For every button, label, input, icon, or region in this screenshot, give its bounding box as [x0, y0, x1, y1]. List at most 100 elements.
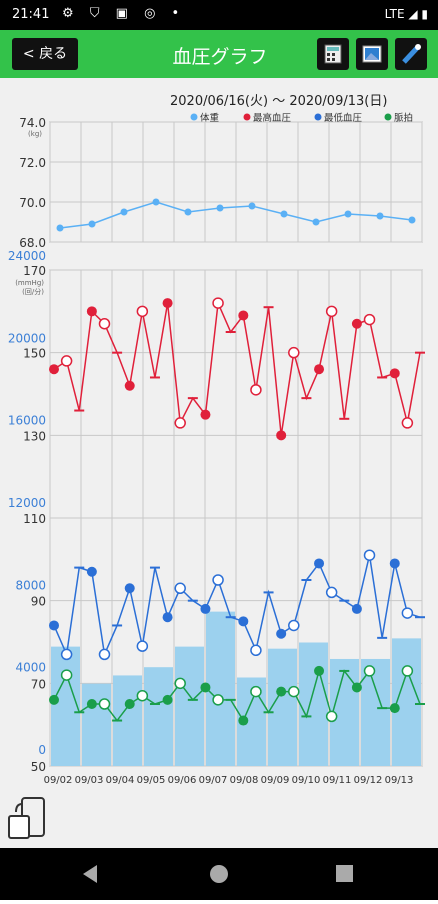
- bp-point: [250, 644, 262, 657]
- bp-point: [86, 306, 97, 317]
- steps-bar: [175, 646, 204, 766]
- steps-bar: [206, 611, 235, 766]
- bp-point: [250, 384, 262, 396]
- bp-point: [314, 364, 325, 375]
- bp-point: [212, 694, 224, 706]
- status-bar: 21:41 ⚙ ⛉ ▣ ◎ • LTE ◢ ▮: [0, 0, 438, 30]
- network-label: LTE: [384, 7, 405, 21]
- bp-point: [200, 682, 211, 693]
- notification-icons: ⚙ ⛉ ▣ ◎ •: [62, 6, 186, 21]
- steps-tick-label: 4000: [15, 661, 46, 675]
- picture-icon: [362, 45, 382, 63]
- bp-point: [351, 682, 362, 693]
- bp-point: [86, 566, 97, 577]
- chart-svg: 体重 最高血圧 最低血圧 脈拍 74.0 72.0 70.0 68.0 (kg) 170 150 13…: [8, 112, 425, 786]
- weight-line: [59, 201, 413, 229]
- weight-point: [408, 216, 416, 224]
- x-axis-label: 09/08: [230, 775, 259, 786]
- bp-point: [325, 586, 338, 599]
- steps-tick-label: 20000: [8, 331, 46, 345]
- steps-bar: [82, 683, 111, 766]
- bp-point: [351, 318, 362, 329]
- bp-point: [238, 310, 249, 321]
- bp-tick-label: 170: [23, 264, 46, 278]
- weight-point: [312, 218, 320, 226]
- weight-tick-label: 68.0: [19, 236, 46, 250]
- bp-tick-label: 150: [23, 347, 46, 361]
- bp-unit-label: (mmHg): [15, 279, 44, 287]
- weight-tick-label: 70.0: [19, 196, 46, 210]
- recents-nav-icon[interactable]: [336, 865, 353, 882]
- weight-point: [88, 220, 96, 228]
- x-axis-label: 09/07: [199, 775, 228, 786]
- x-axis-label: 09/12: [354, 775, 383, 786]
- back-button[interactable]: < 戻る: [12, 38, 78, 70]
- share-button[interactable]: [395, 38, 427, 70]
- page-title: 血圧グラフ: [172, 46, 268, 68]
- bp-point: [49, 364, 59, 375]
- steps-tick-label: 16000: [8, 414, 46, 428]
- x-axis-label: 09/03: [75, 775, 104, 786]
- bp-point: [136, 640, 149, 652]
- steps-bar: [51, 646, 80, 766]
- status-time: 21:41: [12, 7, 50, 22]
- bp-point: [314, 558, 325, 569]
- bp-point: [212, 297, 224, 309]
- weight-point: [184, 208, 192, 216]
- bp-point: [98, 317, 111, 330]
- steps-bar: [299, 642, 328, 766]
- bp-point: [238, 616, 249, 627]
- bp-point: [162, 694, 173, 705]
- image-button[interactable]: [356, 38, 388, 70]
- steps-bar: [361, 658, 390, 766]
- weight-point: [376, 212, 384, 220]
- legend-marker: [243, 113, 251, 121]
- steps-tick-label: 0: [38, 743, 46, 757]
- bp-point: [162, 298, 173, 309]
- legend-marker: [190, 113, 198, 121]
- bp-point: [288, 619, 300, 632]
- bp-point: [49, 694, 59, 705]
- weight-point: [280, 210, 288, 218]
- weight-point: [152, 198, 160, 206]
- weight-point: [248, 202, 256, 210]
- legend-marker: [384, 113, 392, 121]
- bp-point: [136, 689, 149, 702]
- calculator-button[interactable]: [317, 38, 349, 70]
- weight-unit-label: (kg): [28, 130, 42, 138]
- steps-bar: [268, 648, 297, 766]
- rotate-screen-button[interactable]: [6, 794, 54, 844]
- bp-point: [98, 698, 111, 710]
- weight-tick-label: 74.0: [19, 116, 46, 130]
- bp-point: [60, 648, 73, 661]
- bp-tick-label: 50: [31, 760, 46, 774]
- bp-point: [238, 715, 249, 726]
- steps-bar: [144, 667, 173, 766]
- bp-point: [276, 430, 287, 441]
- weight-point: [120, 208, 128, 216]
- bp-point: [60, 669, 73, 681]
- bp-point: [351, 603, 362, 614]
- x-axis-label: 09/04: [106, 775, 135, 786]
- bp-point: [363, 313, 376, 326]
- x-axis-label: 09/13: [385, 775, 414, 786]
- x-axis-label: 09/10: [292, 775, 321, 786]
- bp-point: [136, 305, 149, 318]
- steps-tick-label: 8000: [15, 578, 46, 592]
- steps-tick-label: 12000: [8, 496, 46, 510]
- nav-bar: [0, 848, 438, 900]
- home-nav-icon[interactable]: [210, 865, 228, 883]
- steps-tick-label: 24000: [8, 249, 46, 263]
- weight-point: [344, 210, 352, 218]
- back-nav-icon[interactable]: [83, 865, 97, 883]
- bp-series-line: [53, 555, 421, 658]
- bp-point: [200, 603, 211, 614]
- calculator-icon: [324, 44, 342, 64]
- x-axis-label: 09/06: [168, 775, 197, 786]
- x-axis-label: 09/11: [323, 775, 352, 786]
- bp-point: [124, 699, 135, 709]
- bp-point: [174, 677, 186, 690]
- bp-point: [276, 628, 287, 639]
- bp-point: [314, 665, 325, 676]
- bp-point: [162, 612, 173, 623]
